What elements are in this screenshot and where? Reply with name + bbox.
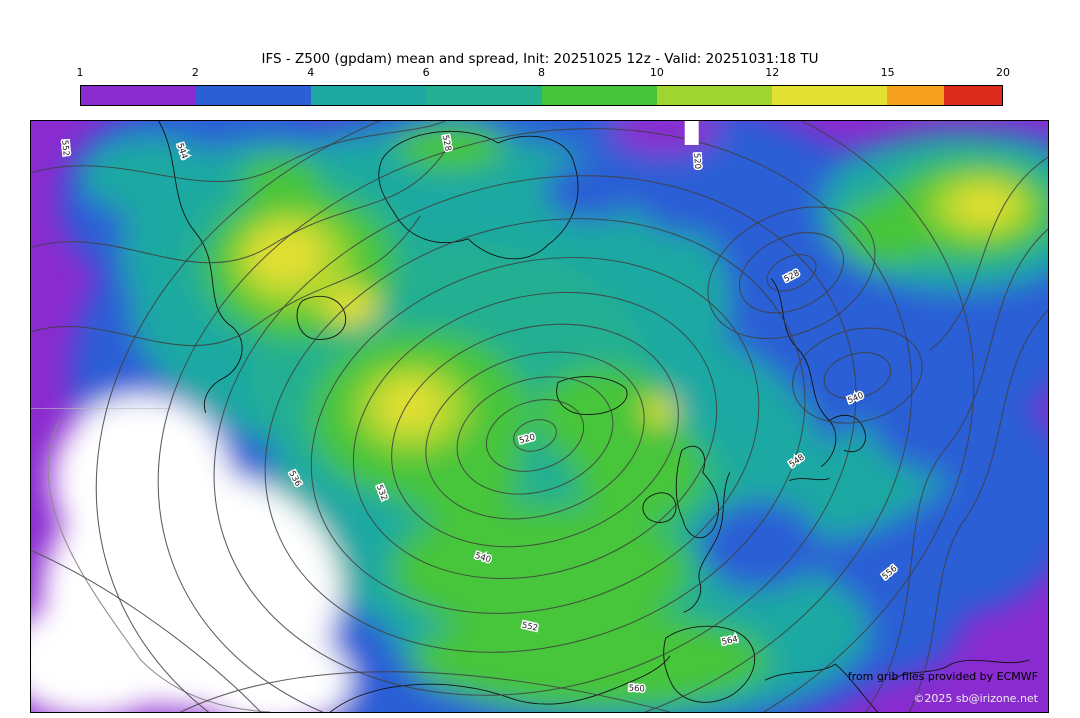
contour-label: 560	[628, 682, 645, 693]
colorbar-segment	[944, 86, 1002, 105]
page-title: IFS - Z500 (gpdam) mean and spread, Init…	[261, 51, 819, 67]
colorbar-segment	[771, 86, 887, 105]
coastline-italy	[765, 663, 878, 712]
coastline-labrador	[158, 121, 243, 413]
colorbar-segment	[426, 86, 542, 105]
coastline-great-britain	[675, 445, 720, 539]
coastline-west-africa	[47, 420, 271, 712]
colorbar-segment	[311, 86, 427, 105]
tick-label: 10	[649, 66, 664, 79]
tick-label: 8	[538, 66, 545, 79]
colorbar-segment	[196, 86, 312, 105]
colorbar-segment	[656, 86, 772, 105]
coastline-north-sea	[789, 477, 830, 481]
coastline-iceland	[556, 376, 628, 415]
contour-label: 540	[474, 550, 492, 565]
coastline-baltic	[828, 414, 866, 453]
colorbar-segment	[886, 86, 945, 105]
tick-label: 1	[76, 66, 84, 79]
coastline-scandinavia	[771, 278, 837, 467]
z500-contour-lines	[31, 121, 1048, 712]
tick-label: 15	[880, 66, 895, 79]
weather-map: 552 544 528 520 528 540 520 536 532 540 …	[30, 120, 1049, 713]
colorbar	[80, 85, 1003, 106]
coastline-newfoundland	[296, 295, 347, 340]
contour-label: 520	[692, 153, 703, 170]
data-source-credit: from grib files provided by ECMWF	[847, 670, 1038, 683]
tick-label: 2	[191, 66, 199, 79]
coastline-ireland	[642, 492, 677, 523]
coastline-mediterranean	[890, 659, 1030, 681]
coastline-iberia	[663, 625, 755, 703]
colorbar-segment	[81, 86, 197, 105]
map-canvas: 552 544 528 520 528 540 520 536 532 540 …	[31, 121, 1048, 712]
colorbar-ticks: 1 2 4 6 8 10 12 15 20	[76, 66, 1011, 80]
tick-label: 12	[765, 66, 780, 79]
tick-label: 6	[422, 66, 430, 79]
spread-fill	[31, 121, 1048, 712]
copyright-credit: ©2025 sb@irizone.net	[913, 692, 1038, 705]
tick-label: 20	[996, 66, 1010, 79]
colorbar-segment	[541, 86, 657, 105]
tick-label: 4	[307, 66, 315, 79]
data-gap-notch	[684, 121, 699, 145]
coastline-north-africa	[329, 655, 671, 712]
contour-label: 552	[60, 139, 72, 156]
